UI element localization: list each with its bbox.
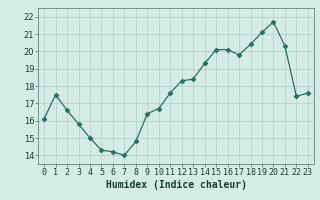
X-axis label: Humidex (Indice chaleur): Humidex (Indice chaleur) bbox=[106, 180, 246, 190]
